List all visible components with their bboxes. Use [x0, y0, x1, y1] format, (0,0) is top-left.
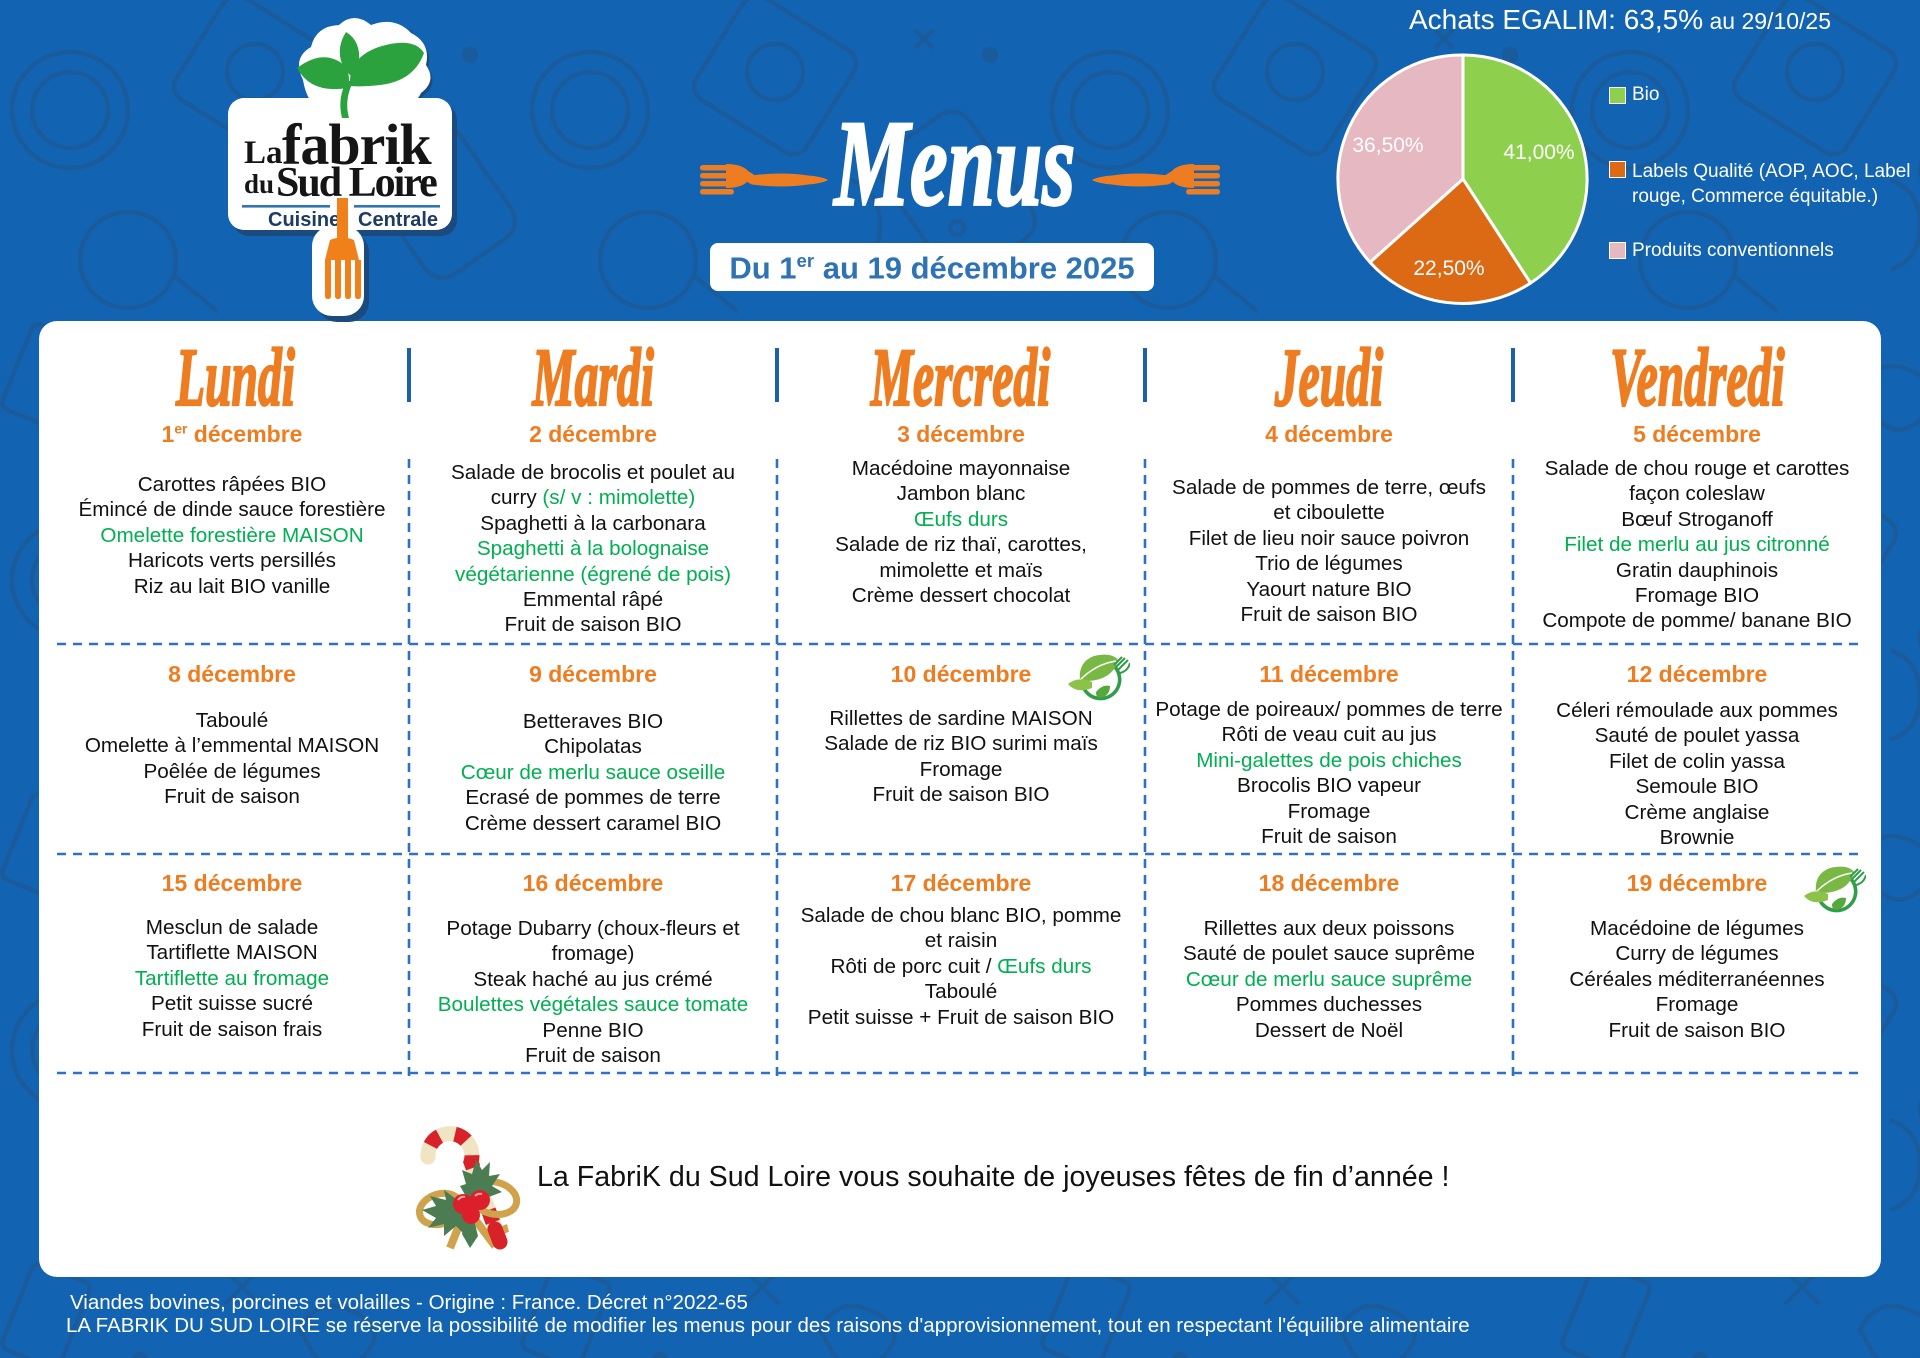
svg-text:du: du: [244, 169, 274, 199]
svg-text:22,50%: 22,50%: [1413, 257, 1484, 280]
svg-text:Centrale: Centrale: [358, 209, 438, 231]
svg-text:Cuisine: Cuisine: [268, 209, 340, 231]
svg-text:fabrik: fabrik: [282, 112, 432, 177]
svg-text:41,00%: 41,00%: [1503, 141, 1574, 164]
svg-text:36,50%: 36,50%: [1352, 134, 1423, 157]
svg-text:Sud Loire: Sud Loire: [276, 160, 437, 206]
svg-text:La: La: [244, 135, 283, 171]
